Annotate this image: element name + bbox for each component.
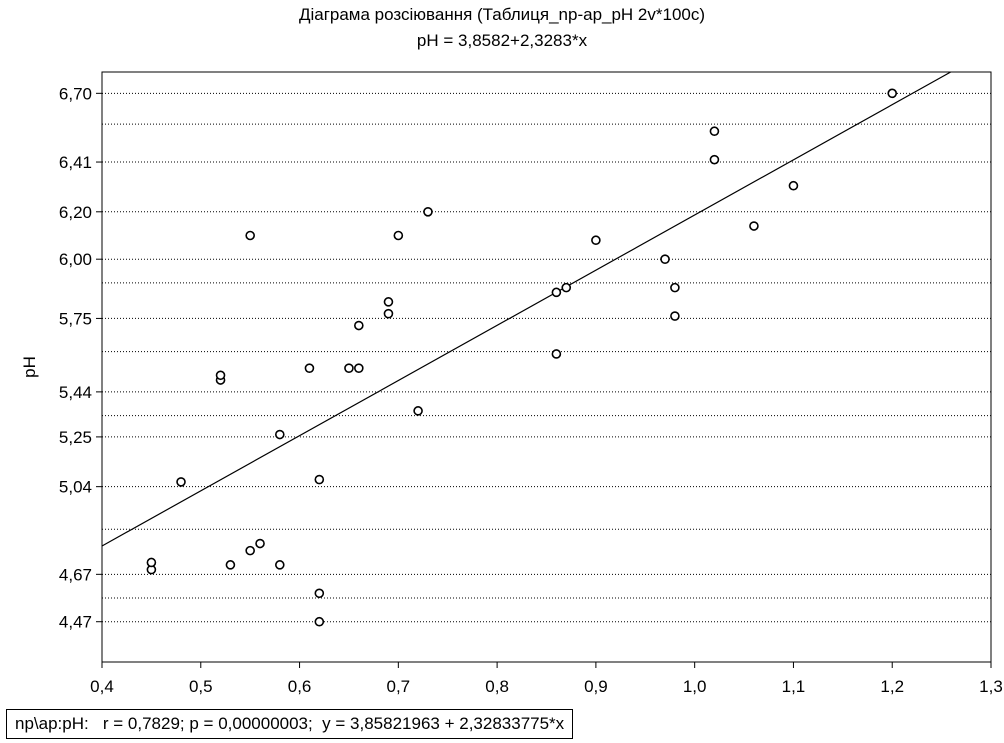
y-tick-label: 5,44 <box>59 383 92 402</box>
data-point <box>887 88 898 99</box>
regression-line <box>101 71 951 547</box>
data-point <box>788 180 799 191</box>
data-point <box>245 545 255 556</box>
data-point <box>551 349 562 359</box>
data-point <box>709 126 720 137</box>
y-tick-label: 5,25 <box>59 428 92 447</box>
data-point <box>274 429 285 440</box>
data-point <box>383 308 394 319</box>
data-point <box>314 616 325 627</box>
data-point <box>314 588 325 599</box>
y-tick-label: 5,75 <box>59 309 92 328</box>
data-point <box>670 282 680 293</box>
data-point <box>215 370 226 381</box>
x-tick-label: 1,2 <box>880 677 904 696</box>
data-point <box>255 538 265 549</box>
x-tick-label: 0,9 <box>584 677 608 696</box>
y-axis-label: pH <box>20 356 39 378</box>
x-tick-label: 0,4 <box>90 677 114 696</box>
data-point <box>245 230 255 241</box>
x-tick-label: 0,8 <box>485 677 509 696</box>
data-point <box>314 474 325 485</box>
data-point <box>304 363 315 373</box>
scatter-chart: 0,4 0,5 0,6 0,7 0,8 0,9 1,0 1,1 1,2 1,3 4,47 4,67 5,… <box>20 71 1003 696</box>
x-tick-label: 1,3 <box>979 677 1003 696</box>
y-tick-label: 5,04 <box>59 478 92 497</box>
y-tick-label: 6,41 <box>59 153 92 172</box>
data-point <box>354 320 364 331</box>
y-tick-label: 6,70 <box>59 84 92 103</box>
data-point <box>344 363 354 373</box>
y-tick-label: 6,00 <box>59 250 92 269</box>
data-point <box>146 557 157 568</box>
plot-frame <box>101 71 992 663</box>
data-point <box>393 230 404 241</box>
y-tick-label: 4,47 <box>59 613 92 632</box>
x-tick-label: 1,1 <box>782 677 806 696</box>
x-tick-label: 0,5 <box>189 677 213 696</box>
x-tick-label: 1,0 <box>683 677 707 696</box>
data-point <box>709 154 720 165</box>
data-point <box>551 287 562 298</box>
data-point <box>413 406 423 416</box>
data-point <box>749 221 759 231</box>
x-tick-label: 0,6 <box>288 677 312 696</box>
statistics-footer: np\ap:pH: r = 0,7829; p = 0,00000003; y … <box>6 709 574 739</box>
data-point <box>670 311 680 321</box>
data-point <box>354 363 364 373</box>
data-point <box>225 560 236 570</box>
chart-title: Діаграма розсіювання (Таблиця_np-ap_pH 2… <box>298 5 706 24</box>
data-point <box>591 235 601 246</box>
data-point <box>383 297 394 307</box>
y-tick-label: 6,20 <box>59 203 92 222</box>
y-tick-label: 4,67 <box>59 565 92 584</box>
x-tick-label: 0,7 <box>387 677 411 696</box>
data-point <box>423 206 433 217</box>
data-point <box>660 254 670 264</box>
data-point <box>274 560 285 570</box>
data-point <box>176 477 186 487</box>
data-point <box>561 282 572 293</box>
chart-subtitle: pH = 3,8582+2,3283*x <box>416 31 588 50</box>
